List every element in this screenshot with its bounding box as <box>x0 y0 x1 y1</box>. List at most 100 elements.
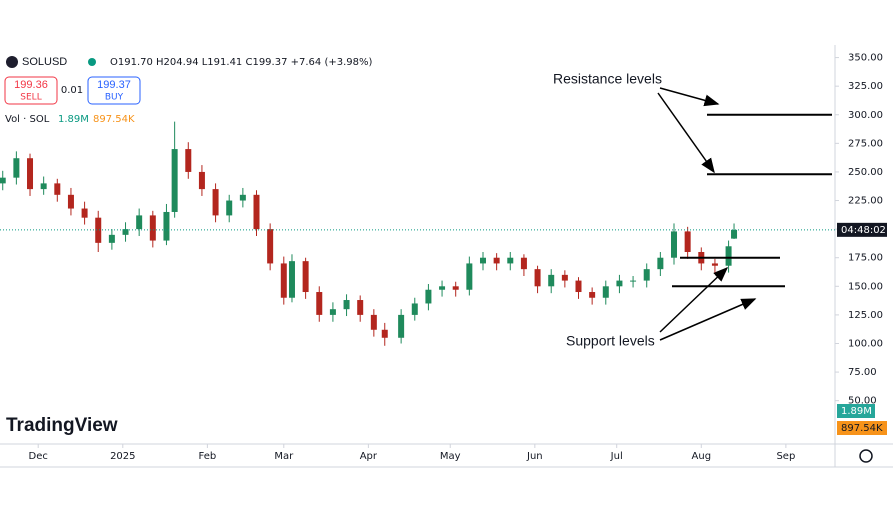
y-tick-label: 125.00 <box>848 310 883 321</box>
settings-icon[interactable] <box>859 449 873 463</box>
x-tick-label: Aug <box>692 451 712 462</box>
x-tick-label: Jun <box>526 451 543 462</box>
symbol[interactable]: SOLUSD <box>22 56 67 68</box>
sell-label: SELL <box>20 93 41 103</box>
y-tick-label: 225.00 <box>848 196 883 207</box>
x-tick-label: Feb <box>199 451 217 462</box>
symbol-icon <box>6 56 18 68</box>
candle-body <box>67 194 74 209</box>
candle-body <box>425 289 432 304</box>
y-tick-label: 50.00 <box>848 396 877 407</box>
candle-body <box>163 211 170 241</box>
y-tick-label: 100.00 <box>848 338 883 349</box>
y-tick-label: 250.00 <box>848 167 883 178</box>
candle-body <box>548 274 555 287</box>
candle-body <box>616 280 623 287</box>
status-dot <box>88 58 96 66</box>
spread: 0.01 <box>61 85 83 96</box>
candle-body <box>657 257 664 270</box>
x-tick-label: Mar <box>274 451 294 462</box>
volume-ma-tag <box>837 421 887 435</box>
y-tick-label: 75.00 <box>848 367 877 378</box>
candle-body <box>253 194 260 230</box>
candle-body <box>54 183 61 195</box>
arrow <box>657 92 715 174</box>
candle-body <box>329 309 336 315</box>
candle-body <box>452 286 459 290</box>
candle-body <box>507 257 514 264</box>
ohlc: O191.70 H204.94 L191.41 C199.37 +7.64 (+… <box>110 57 372 68</box>
candle-body <box>381 329 388 338</box>
candle-body <box>731 229 738 239</box>
candle-body <box>630 280 637 282</box>
y-tick-label: 350.00 <box>848 53 883 64</box>
buy-button[interactable] <box>87 76 141 105</box>
candle-body <box>343 300 350 310</box>
volume-value: 1.89M <box>58 114 89 125</box>
annotation: Resistance levels <box>553 71 662 87</box>
volume-ma-value: 897.54K <box>93 114 135 125</box>
candle-body <box>185 149 192 172</box>
candle-body <box>520 257 527 270</box>
candle-body <box>122 229 129 235</box>
y-tick-label: 275.00 <box>848 138 883 149</box>
candle-body <box>108 234 115 243</box>
candle-body <box>602 286 609 298</box>
y-tick-label: 175.00 <box>848 253 883 264</box>
candle-body <box>493 257 500 264</box>
candle-body <box>534 269 541 287</box>
price-timer: 04:48:02 <box>841 225 886 236</box>
annotation: Support levels <box>566 333 655 349</box>
x-tick-label: Jul <box>610 451 623 462</box>
y-tick-label: 325.00 <box>848 81 883 92</box>
candle-body <box>149 215 156 241</box>
candle-body <box>302 261 309 293</box>
candle-body <box>226 200 233 216</box>
candle-body <box>212 189 219 216</box>
candle-body <box>267 229 274 264</box>
candle-body <box>27 158 34 190</box>
x-tick-label: Dec <box>29 451 48 462</box>
candle-body <box>280 263 287 298</box>
arrow <box>659 266 729 333</box>
candle-body <box>411 303 418 315</box>
candle-body <box>316 292 323 315</box>
candle-body <box>479 257 486 264</box>
candle-body <box>136 215 143 230</box>
candle-body <box>575 280 582 293</box>
buy-price: 199.37 <box>97 79 131 91</box>
x-tick-label: 2025 <box>110 451 135 462</box>
candle-body <box>0 177 6 184</box>
candle-body <box>643 269 650 281</box>
y-tick-label: 150.00 <box>848 281 883 292</box>
candle-body <box>95 217 102 243</box>
volume-ma-tag-text: 897.54K <box>841 423 883 434</box>
candle-body <box>81 208 88 218</box>
candle-body <box>398 314 405 338</box>
candle-body <box>239 194 246 201</box>
candle-body <box>589 292 596 298</box>
sell-button[interactable] <box>4 76 58 105</box>
candle-body <box>171 149 178 212</box>
candle-body <box>466 263 473 290</box>
watermark: TradingView <box>6 415 118 436</box>
volume-tag-text: 1.89M <box>841 406 872 417</box>
candle-body <box>671 231 678 258</box>
price-timer-box <box>837 222 887 237</box>
candle-body <box>684 231 691 252</box>
candle-body <box>288 261 295 298</box>
arrow <box>659 87 720 107</box>
x-tick-label: Sep <box>776 451 795 462</box>
candle-body <box>13 158 20 178</box>
arrow <box>659 298 757 341</box>
candle-body <box>725 246 732 266</box>
buy-label: BUY <box>105 93 124 103</box>
candle-body <box>357 300 364 315</box>
candle-body <box>711 263 718 266</box>
sell-price: 199.36 <box>14 79 48 91</box>
x-tick-label: Apr <box>360 451 378 462</box>
x-tick-label: May <box>440 451 461 462</box>
